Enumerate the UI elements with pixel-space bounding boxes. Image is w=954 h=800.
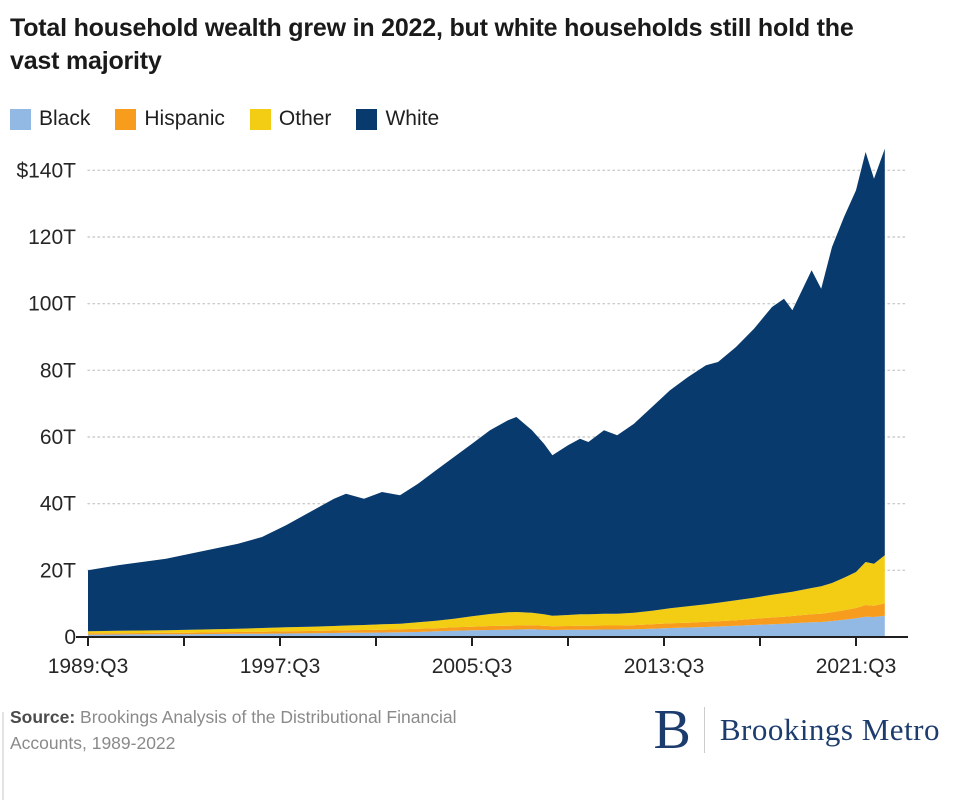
- legend-label: Black: [39, 107, 91, 130]
- y-tick-label: 60T: [40, 426, 76, 449]
- y-tick-label: 20T: [40, 559, 76, 582]
- logo-divider: [703, 707, 705, 753]
- y-tick-label: 100T: [28, 293, 76, 316]
- legend-swatch-white: [356, 108, 378, 130]
- area-hispanic: [88, 603, 885, 635]
- x-tick-label: 1997:Q3: [240, 655, 321, 678]
- brookings-logo-text: Brookings Metro: [719, 712, 940, 747]
- source-text: Brookings Analysis of the Distributional…: [10, 707, 457, 753]
- brookings-logo: B Brookings Metro: [653, 699, 940, 761]
- chart-legend: Black Hispanic Other White: [10, 107, 944, 131]
- y-tick-label: 0: [64, 626, 76, 649]
- legend-swatch-hispanic: [115, 108, 137, 130]
- page-edge-line: [2, 712, 4, 800]
- source-note: Source: Brookings Analysis of the Distri…: [10, 704, 530, 756]
- source-label: Source:: [10, 707, 76, 727]
- legend-label: Hispanic: [144, 107, 225, 130]
- x-tick-label: 1989:Q3: [48, 655, 129, 678]
- stacked-area-chart: 1989:Q3 1997:Q3 2005:Q3 2013:Q3 2021:Q3 0 20T 4…: [16, 148, 909, 678]
- y-tick-label: 40T: [40, 493, 76, 516]
- x-tick-label: 2021:Q3: [816, 655, 897, 678]
- legend-swatch-other: [249, 108, 271, 130]
- legend-label: Other: [278, 107, 332, 130]
- brookings-logo-mark: B: [653, 699, 691, 761]
- y-tick-label: 80T: [40, 359, 76, 382]
- legend-item-other[interactable]: Other: [249, 107, 332, 131]
- legend-item-black[interactable]: Black: [10, 107, 90, 131]
- page-title: Total household wealth grew in 2022, but…: [10, 14, 854, 75]
- y-tick-label: 120T: [28, 226, 76, 249]
- x-tick-label: 2013:Q3: [624, 655, 705, 678]
- x-tick-label: 2005:Q3: [432, 655, 513, 678]
- chart-page: Total household wealth grew in 2022, but…: [10, 14, 944, 761]
- legend-item-white[interactable]: White: [356, 107, 439, 131]
- legend-swatch-black: [10, 108, 31, 130]
- area-white: [88, 148, 885, 632]
- legend-label: White: [385, 107, 440, 130]
- chart-footer: Source: Brookings Analysis of the Distri…: [10, 699, 944, 761]
- y-tick-label: $140T: [16, 159, 76, 182]
- legend-item-hispanic[interactable]: Hispanic: [115, 107, 225, 131]
- area-other: [88, 555, 885, 634]
- area-black: [88, 615, 885, 637]
